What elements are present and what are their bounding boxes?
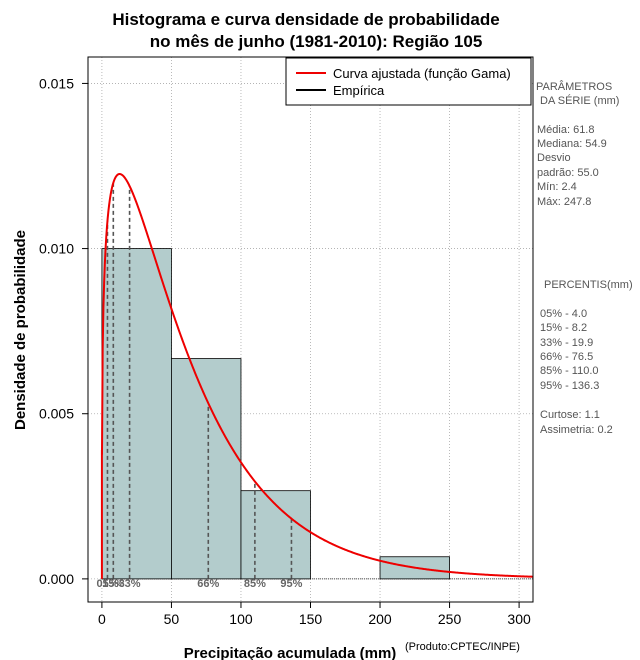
y-tick-label: 0.010 [39,241,74,257]
percentil-85: 85% - 110.0 [540,365,599,377]
curve-layer [100,173,534,579]
y-tick-label: 0.005 [39,406,74,422]
legend-label-curve: Curva ajustada (função Gama) [333,66,511,81]
percentil-05: 05% - 4.0 [540,308,587,320]
percentil-95: 95% - 136.3 [540,380,599,392]
percentile-markers: 05%15%33% 66% 85% 95% [96,182,303,590]
x-tick-label: 150 [299,611,323,627]
params-title-2: DA SÉRIE (mm) [540,94,619,107]
x-tick-label: 0 [98,611,106,627]
percentil-15: 15% - 8.2 [540,322,587,334]
param-min: Mín: 2.4 [537,181,577,193]
legend: Curva ajustada (função Gama) Empírica [285,57,532,106]
x-axis-label: Precipitação acumulada (mm) [184,645,397,660]
fitted-gamma-curve [100,173,534,578]
plot-frame [87,56,534,603]
y-axis-label: Densidade de probabilidade [12,230,29,430]
param-max: Máx: 247.8 [537,196,591,208]
y-tick-label: 0.000 [39,571,74,587]
percentile-marker-label: 05% [96,578,118,590]
y-tick-label: 0.015 [39,75,74,91]
series-parameters-panel: PARÂMETROS DA SÉRIE (mm) Média: 61.8 Med… [536,80,633,436]
param-desvio-1: Desvio [537,152,571,164]
chart-title-line2: no mês de junho (1981-2010): Região 105 [150,32,483,51]
percentile-marker-label: 33% [119,578,141,590]
histogram-bar [101,248,172,580]
percentile-marker-label: 85% [244,578,266,590]
param-curtose: Curtose: 1.1 [540,409,600,421]
credit-text: (Produto:CPTEC/INPE) [405,641,520,653]
param-mediana: Mediana: 54.9 [537,138,607,150]
chart-title-line1: Histograma e curva densidade de probabil… [112,10,499,29]
percentil-66: 66% - 76.5 [540,351,593,363]
legend-box [285,57,532,106]
param-media: Média: 61.8 [537,124,594,136]
percentile-marker-label: 15% [102,578,124,590]
x-tick-label: 250 [438,611,462,627]
histogram-bar [171,358,242,580]
x-tick-label: 100 [229,611,253,627]
param-desvio-2: padrão: 55.0 [537,167,599,179]
bars-layer [101,248,533,580]
axis-layer: 0 50 100 150 200 250 300 0.000 0.005 0.010 0.015 [39,75,531,627]
legend-label-empirical: Empírica [333,83,385,98]
x-tick-label: 50 [164,611,180,627]
percentis-title: PERCENTIS(mm) [544,279,633,291]
param-assimetria: Assimetria: 0.2 [540,424,613,436]
percentile-marker-label: 95% [280,578,302,590]
percentile-marker-label: 66% [197,578,219,590]
params-title-1: PARÂMETROS [536,80,612,93]
percentil-33: 33% - 19.9 [540,337,593,349]
x-tick-label: 300 [507,611,531,627]
x-tick-label: 200 [368,611,392,627]
